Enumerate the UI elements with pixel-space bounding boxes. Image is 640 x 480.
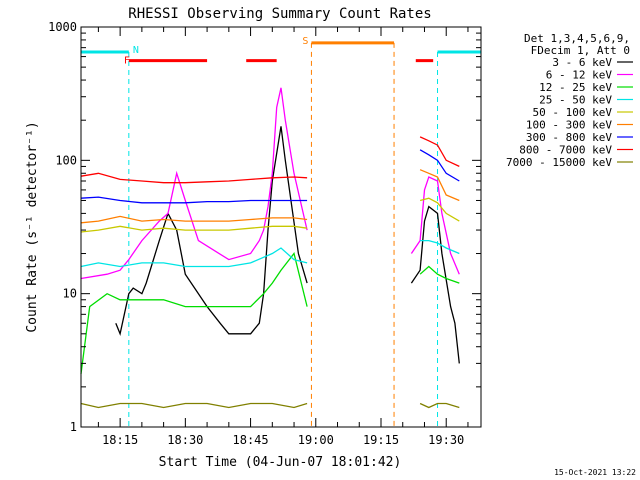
series-line-8 [80,402,460,409]
legend-entry: 800 - 7000 keV [519,144,612,157]
y-tick-label: 10 [63,287,77,301]
series-lines [80,87,460,409]
legend-entry: 6 - 12 keV [546,69,613,82]
y-tick-label: 1 [70,420,77,434]
legend-entry: 50 - 100 keV [533,106,613,119]
legend-header: FDecim 1, Att 0 [531,44,630,57]
series-line-2 [80,252,460,374]
y-tick-label: 100 [55,153,77,167]
flag-saa-label: S [302,36,308,47]
series-line-0 [115,126,460,364]
x-tick-label: 18:30 [167,433,203,447]
legend-entry: 25 - 50 keV [539,94,612,107]
legend-header: Det 1,3,4,5,6,9, [524,32,630,45]
series-line-4 [80,197,460,233]
x-tick-label: 18:45 [233,433,269,447]
series-line-3 [80,239,460,268]
flag-night-label: N [133,45,139,56]
flag-flare-label: F [124,56,130,67]
footer-timestamp: 15-Oct-2021 13:22 [554,468,636,477]
series-line-5 [80,169,460,224]
series-line-7 [80,136,460,184]
legend-entry: 12 - 25 keV [539,81,612,94]
y-tick-label: 1000 [48,20,77,34]
x-tick-label: 19:15 [363,433,399,447]
x-axis-ticks: 18:15 18:30 18:45 19:00 19:15 19:30 [97,27,469,447]
legend-entry: 300 - 800 keV [526,131,612,144]
legend: Det 1,3,4,5,6,9,FDecim 1, Att 03 - 6 keV… [506,32,633,169]
observing-flags: NF S [80,36,482,427]
x-tick-label: 19:00 [298,433,334,447]
legend-entry: 100 - 300 keV [526,119,612,132]
legend-entry: 7000 - 15000 keV [506,156,612,169]
chart-title: RHESSI Observing Summary Count Rates [128,6,431,22]
series-line-1 [80,87,460,280]
x-tick-label: 18:15 [102,433,138,447]
x-tick-label: 19:30 [428,433,464,447]
y-axis-ticks: 1 10 100 1000 [48,20,481,434]
y-axis-label: Count Rate (s⁻¹ detector⁻¹) [25,121,40,332]
x-axis-label: Start Time (04-Jun-07 18:01:42) [159,455,402,470]
legend-entry: 3 - 6 keV [552,56,612,69]
plot-frame [80,26,482,428]
series-line-6 [80,149,460,204]
